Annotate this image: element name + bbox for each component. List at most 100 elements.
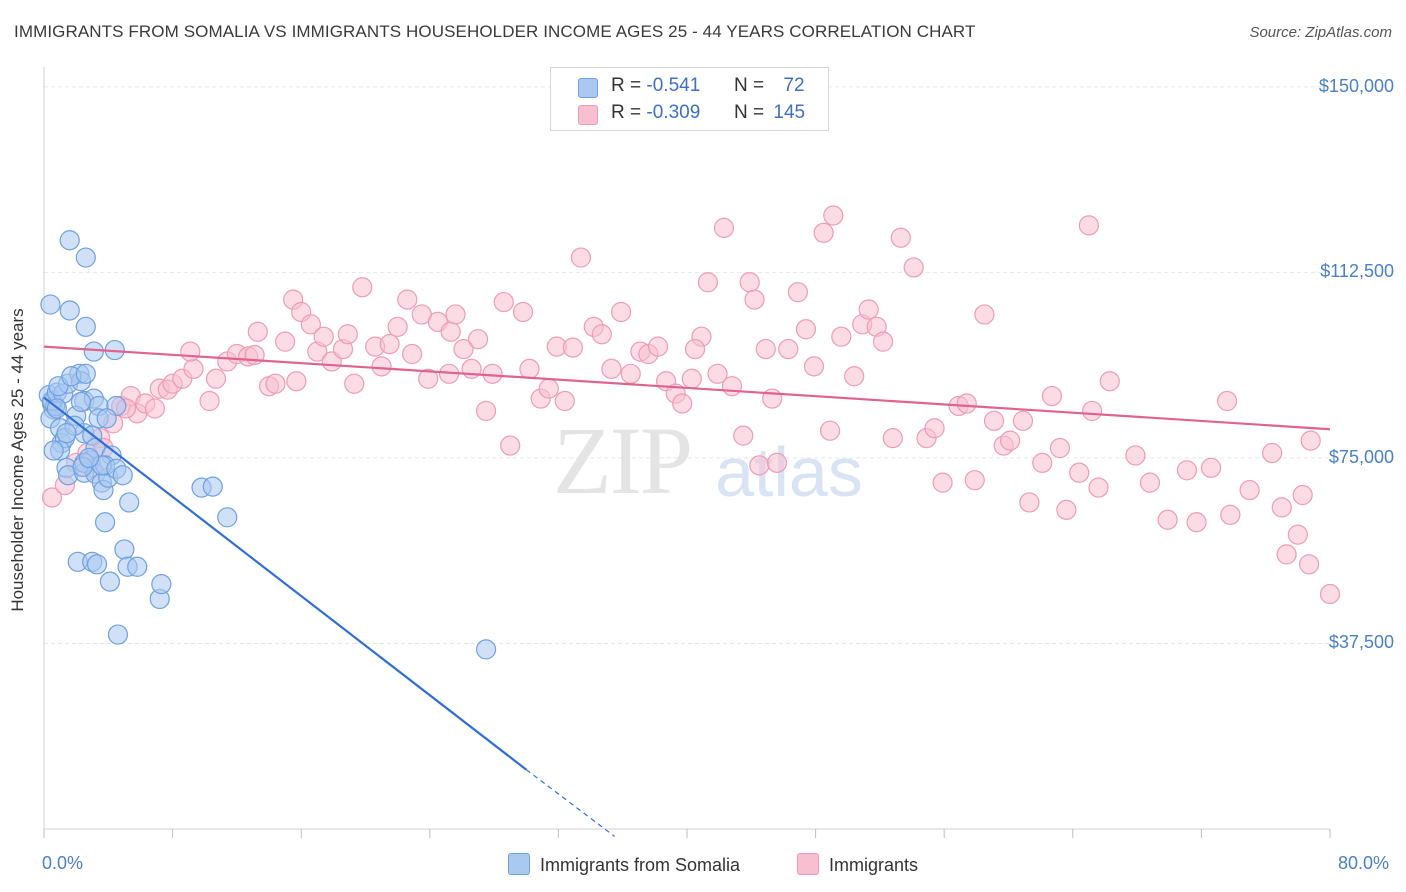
immigrants-point-41: [387, 316, 408, 337]
immigrants-point-0: [41, 487, 63, 508]
immigrants-point-118: [1049, 437, 1071, 459]
somalia-point-49: [94, 512, 116, 533]
immigrants-point-115: [1019, 492, 1040, 513]
immigrants-point-114: [1012, 410, 1034, 431]
immigrants-point-30: [300, 314, 321, 335]
immigrants-point-139: [1300, 430, 1321, 451]
immigrants-point-66: [601, 358, 622, 379]
immigrants-point-136: [1287, 524, 1308, 545]
legend-n-immigrants: N = 145: [734, 102, 806, 123]
immigrants-point-120: [1069, 462, 1090, 483]
immigrants-point-18: [199, 390, 220, 412]
somalia-point-43: [86, 554, 108, 575]
immigrants-point-83: [744, 289, 765, 310]
immigrants-point-57: [519, 358, 540, 379]
immigrants-point-79: [713, 217, 735, 238]
immigrants-point-40: [379, 334, 400, 355]
immigrants-point-71: [647, 336, 669, 357]
immigrants-point-36: [344, 373, 365, 394]
somalia-point-16: [59, 230, 80, 251]
somalia-point-67: [43, 440, 64, 461]
immigrants-point-140: [1319, 583, 1341, 605]
somalia-point-55: [217, 507, 238, 528]
y-tick-label-3: $150,000: [1318, 75, 1394, 96]
legend-r-somalia: R = -0.541: [611, 75, 701, 96]
watermark-atlas: atlas: [715, 433, 863, 511]
x-tick-left: 0.0%: [42, 853, 84, 873]
immigrants-point-74: [672, 393, 693, 414]
immigrants-point-35: [337, 324, 358, 345]
correlation-legend: R = -0.541 N = 72 R = -0.309 N = 145: [550, 67, 829, 131]
legend-item-immigrants: Immigrants: [797, 853, 918, 876]
somalia-point-19: [75, 316, 96, 337]
somalia-point-69: [56, 423, 77, 444]
immigrants-point-129: [1200, 457, 1222, 478]
y-axis-label: Householder Income Ages 25 - 44 years: [8, 308, 27, 612]
immigrants-point-55: [500, 435, 521, 456]
immigrants-point-39: [371, 356, 392, 377]
somalia-point-68: [96, 408, 117, 429]
somalia-point-70: [78, 447, 100, 469]
immigrants-point-126: [1157, 509, 1178, 530]
somalia-point-56: [475, 639, 497, 660]
immigrants-point-132: [1239, 479, 1260, 501]
immigrants-point-68: [620, 363, 641, 384]
immigrants-point-90: [795, 319, 817, 340]
somalia-trend-line: [43, 396, 527, 771]
immigrants-point-113: [1000, 430, 1021, 451]
legend-swatch-blue: [578, 78, 598, 98]
immigrants-point-116: [1032, 452, 1053, 473]
immigrants-point-146: [684, 338, 706, 360]
immigrants-point-80: [721, 376, 743, 397]
immigrants-point-65: [591, 324, 612, 345]
immigrants-point-85: [755, 338, 776, 360]
immigrants-point-51: [467, 329, 489, 350]
immigrants-point-134: [1271, 497, 1292, 518]
immigrants-point-61: [554, 390, 575, 412]
immigrants-point-111: [983, 410, 1005, 431]
legend-item-somalia: Immigrants from Somalia: [508, 853, 740, 876]
immigrants-point-101: [882, 428, 903, 449]
immigrants-point-131: [1220, 504, 1241, 525]
immigrants-point-78: [707, 363, 728, 384]
legend-bottom-label-immigrants: Immigrants: [829, 855, 919, 875]
somalia-point-17: [75, 247, 96, 268]
immigrants-point-26: [265, 373, 286, 394]
legend-bottom-label-somalia: Immigrants from Somalia: [540, 855, 741, 875]
immigrants-point-17: [183, 358, 204, 379]
immigrants-point-100: [873, 331, 894, 352]
y-tick-label-1: $75,000: [1328, 446, 1394, 467]
immigrants-point-98: [858, 299, 879, 320]
immigrants-point-62: [562, 337, 583, 358]
immigrants-point-45: [418, 368, 439, 389]
somalia-point-61: [75, 363, 96, 384]
immigrants-point-128: [1186, 512, 1207, 533]
somalia-point-47: [127, 556, 148, 577]
somalia-point-7: [40, 294, 61, 315]
immigrants-point-127: [1176, 460, 1198, 481]
x-tick-right: 80.0%: [1338, 853, 1390, 873]
immigrants-point-109: [964, 470, 985, 491]
immigrants-point-121: [1081, 400, 1103, 422]
somalia-point-52: [151, 573, 172, 595]
legend-n-somalia: N = 72: [734, 75, 805, 96]
immigrants-point-56: [512, 301, 534, 323]
immigrants-trend-line: [43, 345, 1331, 431]
y-tick-label-2: $112,500: [1320, 261, 1394, 282]
immigrants-point-137: [1292, 484, 1313, 506]
immigrants-point-108: [956, 393, 977, 414]
immigrants-point-143: [180, 341, 201, 362]
legend-bottom-swatch-blue: [508, 853, 530, 875]
immigrants-point-23: [244, 344, 265, 366]
y-tick-label-0: $37,500: [1328, 632, 1394, 653]
immigrants-point-48: [445, 304, 466, 325]
immigrants-point-105: [924, 418, 945, 439]
somalia-trend-line-extension: [525, 769, 616, 837]
immigrants-point-117: [1041, 385, 1063, 407]
immigrants-point-81: [733, 425, 754, 446]
immigrants-point-43: [402, 343, 423, 365]
immigrants-point-96: [844, 366, 865, 387]
immigrants-point-63: [570, 247, 592, 268]
somalia-point-18: [59, 300, 80, 321]
